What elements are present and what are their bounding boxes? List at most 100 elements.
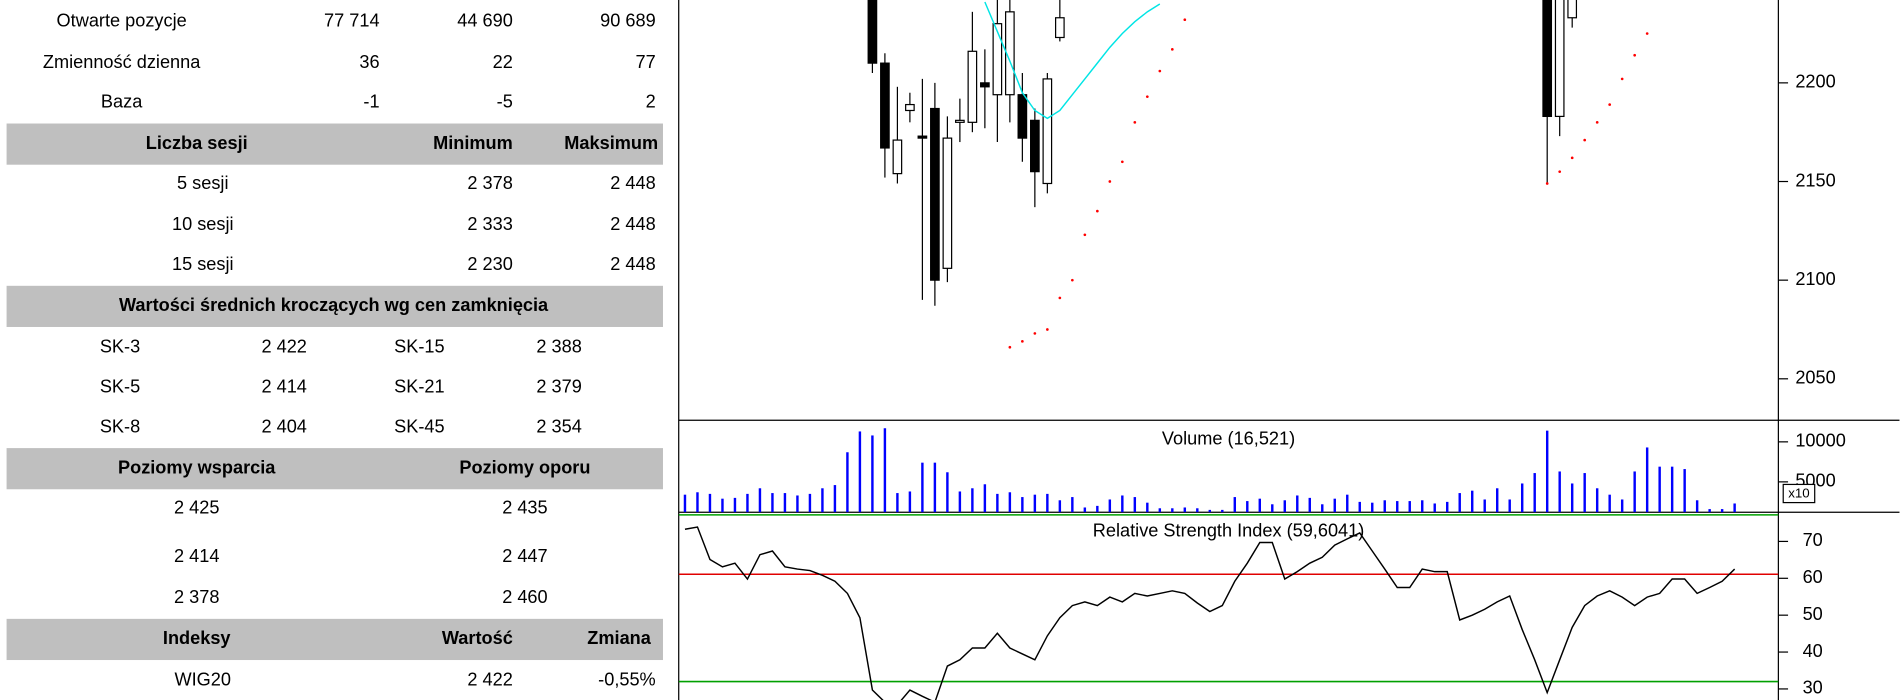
sar-dot bbox=[1108, 180, 1112, 183]
table-cell: -1 bbox=[363, 92, 379, 112]
table-cell: 22 bbox=[493, 52, 513, 72]
volume-bar bbox=[1645, 447, 1649, 513]
volume-bar bbox=[908, 491, 912, 513]
volume-bar bbox=[771, 493, 774, 513]
table-cell: 2 448 bbox=[610, 214, 655, 234]
y-tick-label: 10000 bbox=[1795, 431, 1846, 451]
volume-bar bbox=[1196, 508, 1199, 513]
table-cell: 2 425 bbox=[174, 497, 219, 517]
sar-dot bbox=[1545, 182, 1549, 185]
sar-dot bbox=[1583, 138, 1587, 142]
sar-dot bbox=[1183, 18, 1187, 22]
candle-body bbox=[867, 0, 878, 64]
moving-average bbox=[984, 1, 1161, 120]
candle-body bbox=[1030, 119, 1040, 173]
header-band bbox=[6, 285, 663, 327]
volume-bar bbox=[946, 472, 949, 513]
volume-bar bbox=[846, 452, 849, 513]
volume-bar bbox=[1683, 469, 1686, 513]
candle-body bbox=[1055, 17, 1065, 39]
volume-bar bbox=[1158, 508, 1162, 513]
table-cell: 90 689 bbox=[600, 11, 656, 31]
table-cell: 10 sesji bbox=[172, 214, 234, 234]
volume-bar bbox=[1246, 501, 1249, 513]
sar-dot bbox=[1633, 53, 1637, 57]
table-cell: 2 414 bbox=[174, 546, 219, 566]
volume-bar bbox=[1695, 500, 1699, 513]
table-cell: 5 sesji bbox=[177, 173, 228, 193]
table-cell: 2 422 bbox=[261, 336, 306, 356]
table-cell: -0,55% bbox=[598, 669, 656, 689]
volume-bar bbox=[1533, 473, 1536, 513]
volume-bar bbox=[1346, 494, 1349, 513]
stats-table: Otwarte pozycje 77 714 44 690 90 689 Zmienno… bbox=[6, 11, 663, 689]
table-cell: Zmienność dzienna bbox=[43, 52, 201, 72]
volume-bar bbox=[1633, 471, 1636, 513]
table-cell: SK-21 bbox=[394, 376, 444, 396]
table-cell: 2 378 bbox=[467, 173, 512, 193]
sar-dot bbox=[1083, 233, 1087, 237]
volume-bar bbox=[996, 493, 999, 513]
volume-bar bbox=[1121, 495, 1124, 513]
table-cell: 2 448 bbox=[610, 254, 655, 274]
volume-bar bbox=[858, 431, 862, 513]
volume-bar bbox=[1408, 501, 1411, 513]
table-cell: SK-45 bbox=[394, 416, 444, 436]
volume-bar bbox=[1146, 502, 1149, 513]
volume-bar bbox=[1371, 502, 1374, 513]
sar-dot bbox=[1145, 95, 1149, 99]
volume-bar bbox=[1383, 500, 1386, 513]
candle-body bbox=[955, 119, 965, 123]
volume-bar bbox=[1458, 493, 1461, 513]
volume-bar bbox=[1283, 500, 1286, 513]
volume-bar bbox=[1608, 494, 1611, 513]
volume-bar bbox=[1058, 500, 1062, 513]
volume-bar bbox=[1083, 507, 1087, 513]
panel-plot bbox=[678, 514, 1779, 700]
volume-bar bbox=[1396, 501, 1399, 513]
volume-bar bbox=[1333, 498, 1336, 513]
table-cell: SK-5 bbox=[100, 376, 140, 396]
table-cell: 2 448 bbox=[610, 173, 655, 193]
volume-bar bbox=[708, 493, 712, 513]
table-cell: 2 435 bbox=[502, 497, 547, 517]
volume-bar bbox=[821, 488, 824, 513]
table-cell: 2 379 bbox=[536, 376, 581, 396]
volume-bar bbox=[1583, 473, 1586, 513]
volume-bar bbox=[871, 435, 874, 513]
volume-bar bbox=[1108, 499, 1112, 513]
table-cell: Otwarte pozycje bbox=[57, 11, 187, 31]
candle-body bbox=[967, 50, 978, 123]
panel-plot bbox=[867, 0, 1649, 349]
volume-bar bbox=[1620, 499, 1624, 513]
candle-body bbox=[880, 62, 890, 149]
volume-bar bbox=[1708, 509, 1711, 513]
header-band bbox=[6, 448, 663, 490]
volume-bar bbox=[696, 492, 699, 513]
volume-bar bbox=[1733, 503, 1736, 513]
table-cell: SK-3 bbox=[100, 336, 140, 356]
candle-body bbox=[980, 82, 990, 88]
volume-bar bbox=[933, 462, 937, 513]
header-cell: Maksimum bbox=[564, 133, 658, 153]
volume-bar bbox=[1171, 508, 1174, 513]
y-tick-label: 60 bbox=[1803, 567, 1823, 587]
volume-bar bbox=[1558, 471, 1561, 513]
y-tick-label: 2050 bbox=[1795, 368, 1835, 388]
y-tick-label: 2150 bbox=[1795, 170, 1835, 190]
candle-body bbox=[1017, 94, 1028, 139]
volume-bar bbox=[1545, 430, 1549, 513]
table-cell: 2 447 bbox=[502, 546, 547, 566]
header-cell: Wartości średnich kroczących wg cen zamk… bbox=[119, 295, 549, 315]
volume-bar bbox=[1233, 497, 1237, 513]
table-cell: Baza bbox=[101, 92, 143, 112]
sar-dot bbox=[1046, 328, 1049, 331]
sar-dot bbox=[1033, 332, 1037, 335]
sar-dot bbox=[1133, 120, 1137, 124]
sar-dot bbox=[1558, 170, 1562, 173]
table-cell: 77 bbox=[636, 52, 656, 72]
volume-bar bbox=[746, 493, 749, 513]
volume-bar bbox=[1308, 497, 1311, 513]
candle-body bbox=[992, 23, 1003, 96]
y-tick-label: 70 bbox=[1803, 530, 1823, 550]
